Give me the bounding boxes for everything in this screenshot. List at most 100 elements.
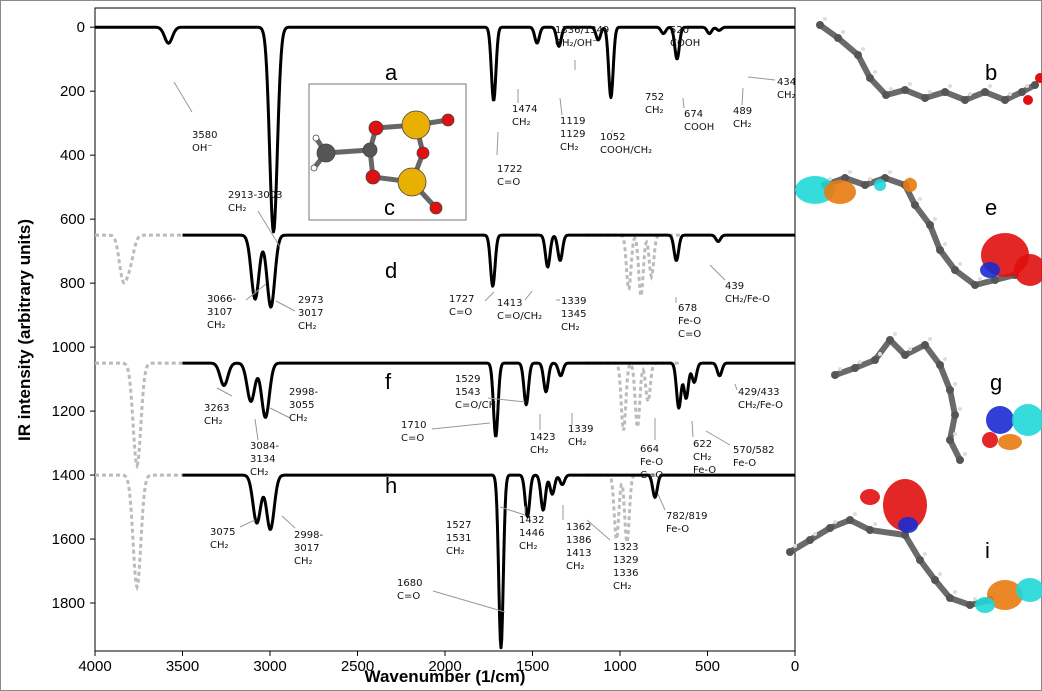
annotation-leaders xyxy=(173,60,776,613)
inset-e-molecule-hydrogen xyxy=(828,177,832,181)
inset-c-atom xyxy=(401,110,431,140)
annotation-leader xyxy=(705,430,731,446)
annotation-leader xyxy=(269,407,291,419)
peak-annotation-line: 1129 xyxy=(560,129,585,140)
peak-annotation-line: 3134 xyxy=(250,454,275,465)
annotation-leader xyxy=(254,418,259,441)
peak-annotation-line: 429/433 xyxy=(738,387,780,398)
peak-annotation: 439 CH₂/Fe-O xyxy=(725,281,770,305)
inset-b-molecule-hydrogen xyxy=(841,30,845,34)
peak-annotation-line: 1339 xyxy=(568,424,593,435)
peak-annotation-line: C=O/CH₂ xyxy=(455,400,500,411)
inset-e-orbital-orange xyxy=(903,178,917,192)
inset-b-molecule-hydrogen xyxy=(861,47,865,51)
peak-annotation-line: 1423 xyxy=(530,432,555,443)
peak-annotation: 1362 1386 1413 CH₂ xyxy=(566,522,591,572)
peak-annotation-line: 678 xyxy=(678,303,697,314)
peak-annotation-line: 622 xyxy=(693,439,712,450)
panel-letter-h: h xyxy=(385,473,397,498)
peak-annotation: 1432 1446 CH₂ xyxy=(519,515,544,552)
peak-annotation: 752 CH₂ xyxy=(645,92,664,116)
inset-g-orbital-cyan xyxy=(1012,404,1042,436)
inset-i-molecule-atom xyxy=(946,594,954,602)
series-f-dotted-mid xyxy=(585,361,681,431)
inset-g-molecule-hydrogen xyxy=(838,367,842,371)
x-tick-label: 3000 xyxy=(253,658,286,675)
inset-i-molecule-atom xyxy=(846,516,854,524)
annotation-leader xyxy=(559,97,563,116)
series-d-dotted-mid xyxy=(585,233,681,297)
annotation-leader xyxy=(432,590,506,613)
inset-c-atom xyxy=(368,120,384,136)
peak-annotation-line: CH₂/Fe-O xyxy=(738,400,783,411)
inset-g-molecule-hydrogen xyxy=(953,432,957,436)
peak-annotation-line: OH⁻ xyxy=(192,143,213,154)
peak-annotation: 2913-3003 CH₂ xyxy=(228,190,283,214)
y-tick-label: 200 xyxy=(60,83,85,100)
peak-annotation-line: 3580 xyxy=(192,130,217,141)
inset-b-molecule-atom xyxy=(921,94,929,102)
peak-annotation-line: COOH xyxy=(684,122,714,133)
inset-c-atom xyxy=(365,169,381,185)
peak-annotation: 434 CH₂ xyxy=(777,77,796,101)
peak-annotation-line: 1446 xyxy=(519,528,544,539)
inset-g-molecule-hydrogen xyxy=(878,352,882,356)
peak-annotation-line: 1329 xyxy=(613,555,638,566)
y-tick-label: 0 xyxy=(77,19,85,36)
annotation-leader xyxy=(281,515,296,529)
inset-g-orbital-red xyxy=(982,432,998,448)
inset-g-molecule-atom xyxy=(901,351,909,359)
peak-annotation-line: Fe-O xyxy=(640,457,663,468)
y-tick-label: 1800 xyxy=(52,595,85,612)
inset-letter-i: i xyxy=(985,538,990,563)
peak-annotation-line: C=O xyxy=(449,307,472,318)
peak-annotation-line: C=O xyxy=(640,470,663,481)
peak-annotation-line: 1680 xyxy=(397,578,422,589)
peak-annotation-line: CH₂ xyxy=(512,117,531,128)
peak-annotation-line: 1336 xyxy=(613,568,638,579)
peak-annotation-line: CH₂ xyxy=(519,541,538,552)
peak-annotation-line: 1432 xyxy=(519,515,544,526)
x-tick-label: 1500 xyxy=(516,658,549,675)
y-tick-label: 600 xyxy=(60,211,85,228)
panel-letter-d: d xyxy=(385,258,397,283)
peak-annotation: 1527 1531 CH₂ xyxy=(446,520,471,557)
peak-annotation-line: CH₂ xyxy=(566,561,585,572)
inset-b-molecule-hydrogen xyxy=(889,87,893,91)
peak-annotation-line: CH₂ xyxy=(561,322,580,333)
peak-annotation-line: Fe-O xyxy=(678,316,701,327)
inset-i-orbital-red xyxy=(860,489,880,505)
peak-annotation: 1474 CH₂ xyxy=(512,104,537,128)
inset-b-molecule-atom xyxy=(1001,96,1009,104)
inset-e-orbital-blue xyxy=(980,262,1000,278)
inset-b-molecule-atom xyxy=(1031,81,1039,89)
inset-c-atom xyxy=(316,143,336,163)
inset-b-molecule-atom xyxy=(1018,88,1026,96)
peak-annotation: 570/582 Fe-O xyxy=(733,445,775,469)
inset-i-molecule-hydrogen xyxy=(813,532,817,536)
inset-g-molecule-hydrogen xyxy=(908,347,912,351)
dotted-traces xyxy=(95,233,681,592)
inset-e-molecule-hydrogen xyxy=(933,217,937,221)
inset-b-molecule-hydrogen xyxy=(1025,84,1029,88)
inset-b-molecule-atom xyxy=(941,88,949,96)
inset-i-orbital-cyan xyxy=(1016,578,1042,602)
peak-annotation: 3075 CH₂ xyxy=(210,527,235,551)
x-tick-label: 0 xyxy=(791,658,799,675)
peak-annotation: 2973 3017 CH₂ xyxy=(298,295,323,332)
inset-g-orbital-orange xyxy=(998,434,1022,450)
peak-annotation-line: CH₂ xyxy=(613,581,632,592)
x-tick-label: 4000 xyxy=(78,658,111,675)
peak-annotation: 3084- 3134 CH₂ xyxy=(250,441,279,478)
peak-annotation-line: COOH xyxy=(670,38,700,49)
inset-i-molecule-hydrogen xyxy=(873,522,877,526)
annotation-leader xyxy=(496,131,499,156)
peak-annotation-line: 1527 xyxy=(446,520,471,531)
inset-letter-b: b xyxy=(985,60,997,85)
annotation-leader xyxy=(173,81,193,113)
inset-g-molecule-atom xyxy=(936,361,944,369)
annotation-leader xyxy=(487,397,526,403)
peak-annotations: 3580 OH⁻ 2913-3003 CH₂ 1722 C=O 1474 CH₂ 1336/13… xyxy=(192,25,796,602)
inset-e-molecule-hydrogen xyxy=(918,197,922,201)
inset-b-molecule-hydrogen xyxy=(823,17,827,21)
